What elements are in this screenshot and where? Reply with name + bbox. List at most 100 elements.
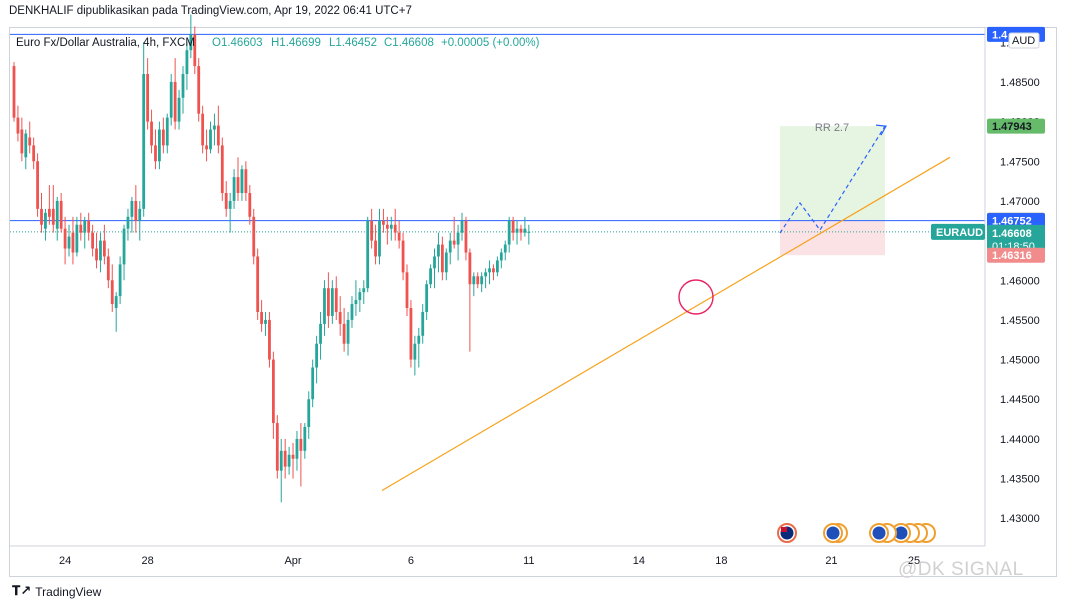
candle-body <box>75 225 78 253</box>
y-tick-label: 1.47000 <box>1000 196 1040 208</box>
tradingview-brand[interactable]: 𝐓↗ TradingView <box>12 584 101 599</box>
candle-body <box>413 344 416 360</box>
candle-body <box>260 312 263 324</box>
candle-body <box>331 288 334 316</box>
candle-body <box>107 256 110 280</box>
highlight-circle[interactable] <box>679 280 713 314</box>
candle-body <box>457 233 460 245</box>
candle-body <box>13 66 16 118</box>
trendline[interactable] <box>382 157 950 490</box>
candle-body <box>201 114 204 146</box>
candle-body <box>307 399 310 427</box>
candle-body <box>327 288 330 316</box>
candle-body <box>87 221 90 233</box>
candle-body <box>217 126 220 146</box>
candle-body <box>335 288 338 312</box>
candle-body <box>524 229 527 233</box>
candle-body <box>233 177 236 201</box>
candle-body <box>244 169 247 193</box>
target-zone[interactable] <box>780 126 885 220</box>
candle-body <box>154 145 157 161</box>
candle-body <box>213 126 216 130</box>
au-flag-event-icon[interactable] <box>778 524 796 542</box>
watermark-text: @DK SIGNAL <box>898 559 1024 581</box>
candle-body <box>382 221 385 225</box>
candle-body <box>103 241 106 257</box>
candle-body <box>288 455 291 467</box>
candle-body <box>492 268 495 272</box>
legend-close: C1.46608 <box>384 37 434 49</box>
candle-body <box>264 320 267 324</box>
eu-flag-event-group-icon[interactable] <box>870 524 935 542</box>
candle-body <box>56 201 59 229</box>
symbol-tag[interactable]: EURAUD <box>936 227 983 239</box>
candle-body <box>119 264 122 296</box>
legend-symbol: Euro Fx/Dollar Australia, 4h, FXCM <box>16 37 195 49</box>
candle-body <box>241 169 244 193</box>
candle-body <box>417 336 420 344</box>
current-price-tag: 1.46608 <box>992 228 1032 240</box>
candle-body <box>174 82 177 122</box>
candle-body <box>453 241 456 245</box>
candle-body <box>292 455 295 459</box>
candle-body <box>158 130 161 162</box>
x-tick-label: 11 <box>523 555 534 567</box>
candle-body <box>441 245 444 273</box>
candle-body <box>209 130 212 150</box>
candle-body <box>83 221 86 233</box>
candle-body <box>60 201 63 229</box>
candle-body <box>127 217 130 229</box>
candle-body <box>406 272 409 308</box>
candle-body <box>72 233 75 253</box>
candle-body <box>79 225 82 233</box>
x-tick-label: 14 <box>633 555 645 567</box>
y-tick-label: 1.47500 <box>1000 156 1040 168</box>
candle-body <box>276 423 279 471</box>
candle-body <box>527 232 530 233</box>
candle-body <box>504 245 507 253</box>
brand-label: TradingView <box>35 585 101 599</box>
candle-body <box>229 201 232 209</box>
candle-body <box>20 130 23 154</box>
x-tick-label: 6 <box>408 555 414 567</box>
candle-body <box>362 288 365 292</box>
candle-body <box>284 451 287 467</box>
candle-body <box>99 241 102 261</box>
candle-body <box>370 221 373 241</box>
candle-body <box>221 145 224 193</box>
y-tick-label: 1.45000 <box>1000 355 1040 367</box>
candle-body <box>268 320 271 360</box>
candle-body <box>421 312 424 336</box>
x-tick-label: 24 <box>59 555 71 567</box>
candle-body <box>24 134 27 158</box>
target-price-tag: 1.47943 <box>992 121 1032 133</box>
x-tick-label: Apr <box>284 555 301 567</box>
candle-body <box>410 308 413 360</box>
candle-body <box>374 241 377 257</box>
candle-body <box>237 177 240 193</box>
candle-body <box>378 221 381 257</box>
y-tick-label: 1.46000 <box>1000 275 1040 287</box>
candle-body <box>28 137 31 145</box>
candle-body <box>476 276 479 284</box>
x-tick-label: 21 <box>825 555 837 567</box>
candle-body <box>355 300 358 304</box>
candle-body <box>433 256 436 268</box>
candle-body <box>488 268 491 272</box>
candle-body <box>52 209 55 225</box>
candle-body <box>500 252 503 260</box>
candle-body <box>512 221 515 233</box>
candle-body <box>252 217 255 257</box>
candle-body <box>296 439 299 459</box>
candle-body <box>468 252 471 284</box>
candle-body <box>445 252 448 272</box>
legend-low: L1.46452 <box>329 37 377 49</box>
candle-body <box>150 122 153 146</box>
currency-badge[interactable]: AUD <box>1012 35 1035 47</box>
candle-body <box>398 233 401 241</box>
candle-body <box>256 256 259 312</box>
eu-flag-event-icon[interactable] <box>824 524 847 542</box>
candle-body <box>248 193 251 217</box>
y-tick-label: 1.44500 <box>1000 394 1040 406</box>
